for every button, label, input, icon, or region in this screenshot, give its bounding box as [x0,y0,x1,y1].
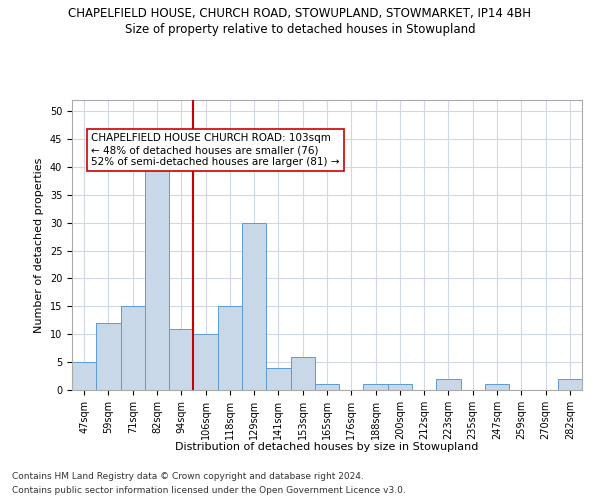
Text: CHAPELFIELD HOUSE CHURCH ROAD: 103sqm
← 48% of detached houses are smaller (76)
: CHAPELFIELD HOUSE CHURCH ROAD: 103sqm ← … [91,134,340,166]
Bar [436,379,461,390]
Bar [96,323,121,390]
Bar [218,306,242,390]
Text: CHAPELFIELD HOUSE, CHURCH ROAD, STOWUPLAND, STOWMARKET, IP14 4BH: CHAPELFIELD HOUSE, CHURCH ROAD, STOWUPLA… [68,8,532,20]
Bar [169,328,193,390]
Text: Size of property relative to detached houses in Stowupland: Size of property relative to detached ho… [125,22,475,36]
Text: Contains HM Land Registry data © Crown copyright and database right 2024.: Contains HM Land Registry data © Crown c… [12,472,364,481]
Bar [364,384,388,390]
Bar [266,368,290,390]
Bar [242,222,266,390]
Bar [72,362,96,390]
Bar [388,384,412,390]
Text: Distribution of detached houses by size in Stowupland: Distribution of detached houses by size … [175,442,479,452]
Bar [315,384,339,390]
Bar [145,156,169,390]
Bar [290,356,315,390]
Bar [485,384,509,390]
Text: Contains public sector information licensed under the Open Government Licence v3: Contains public sector information licen… [12,486,406,495]
Y-axis label: Number of detached properties: Number of detached properties [34,158,44,332]
Bar [558,379,582,390]
Bar [121,306,145,390]
Bar [193,334,218,390]
